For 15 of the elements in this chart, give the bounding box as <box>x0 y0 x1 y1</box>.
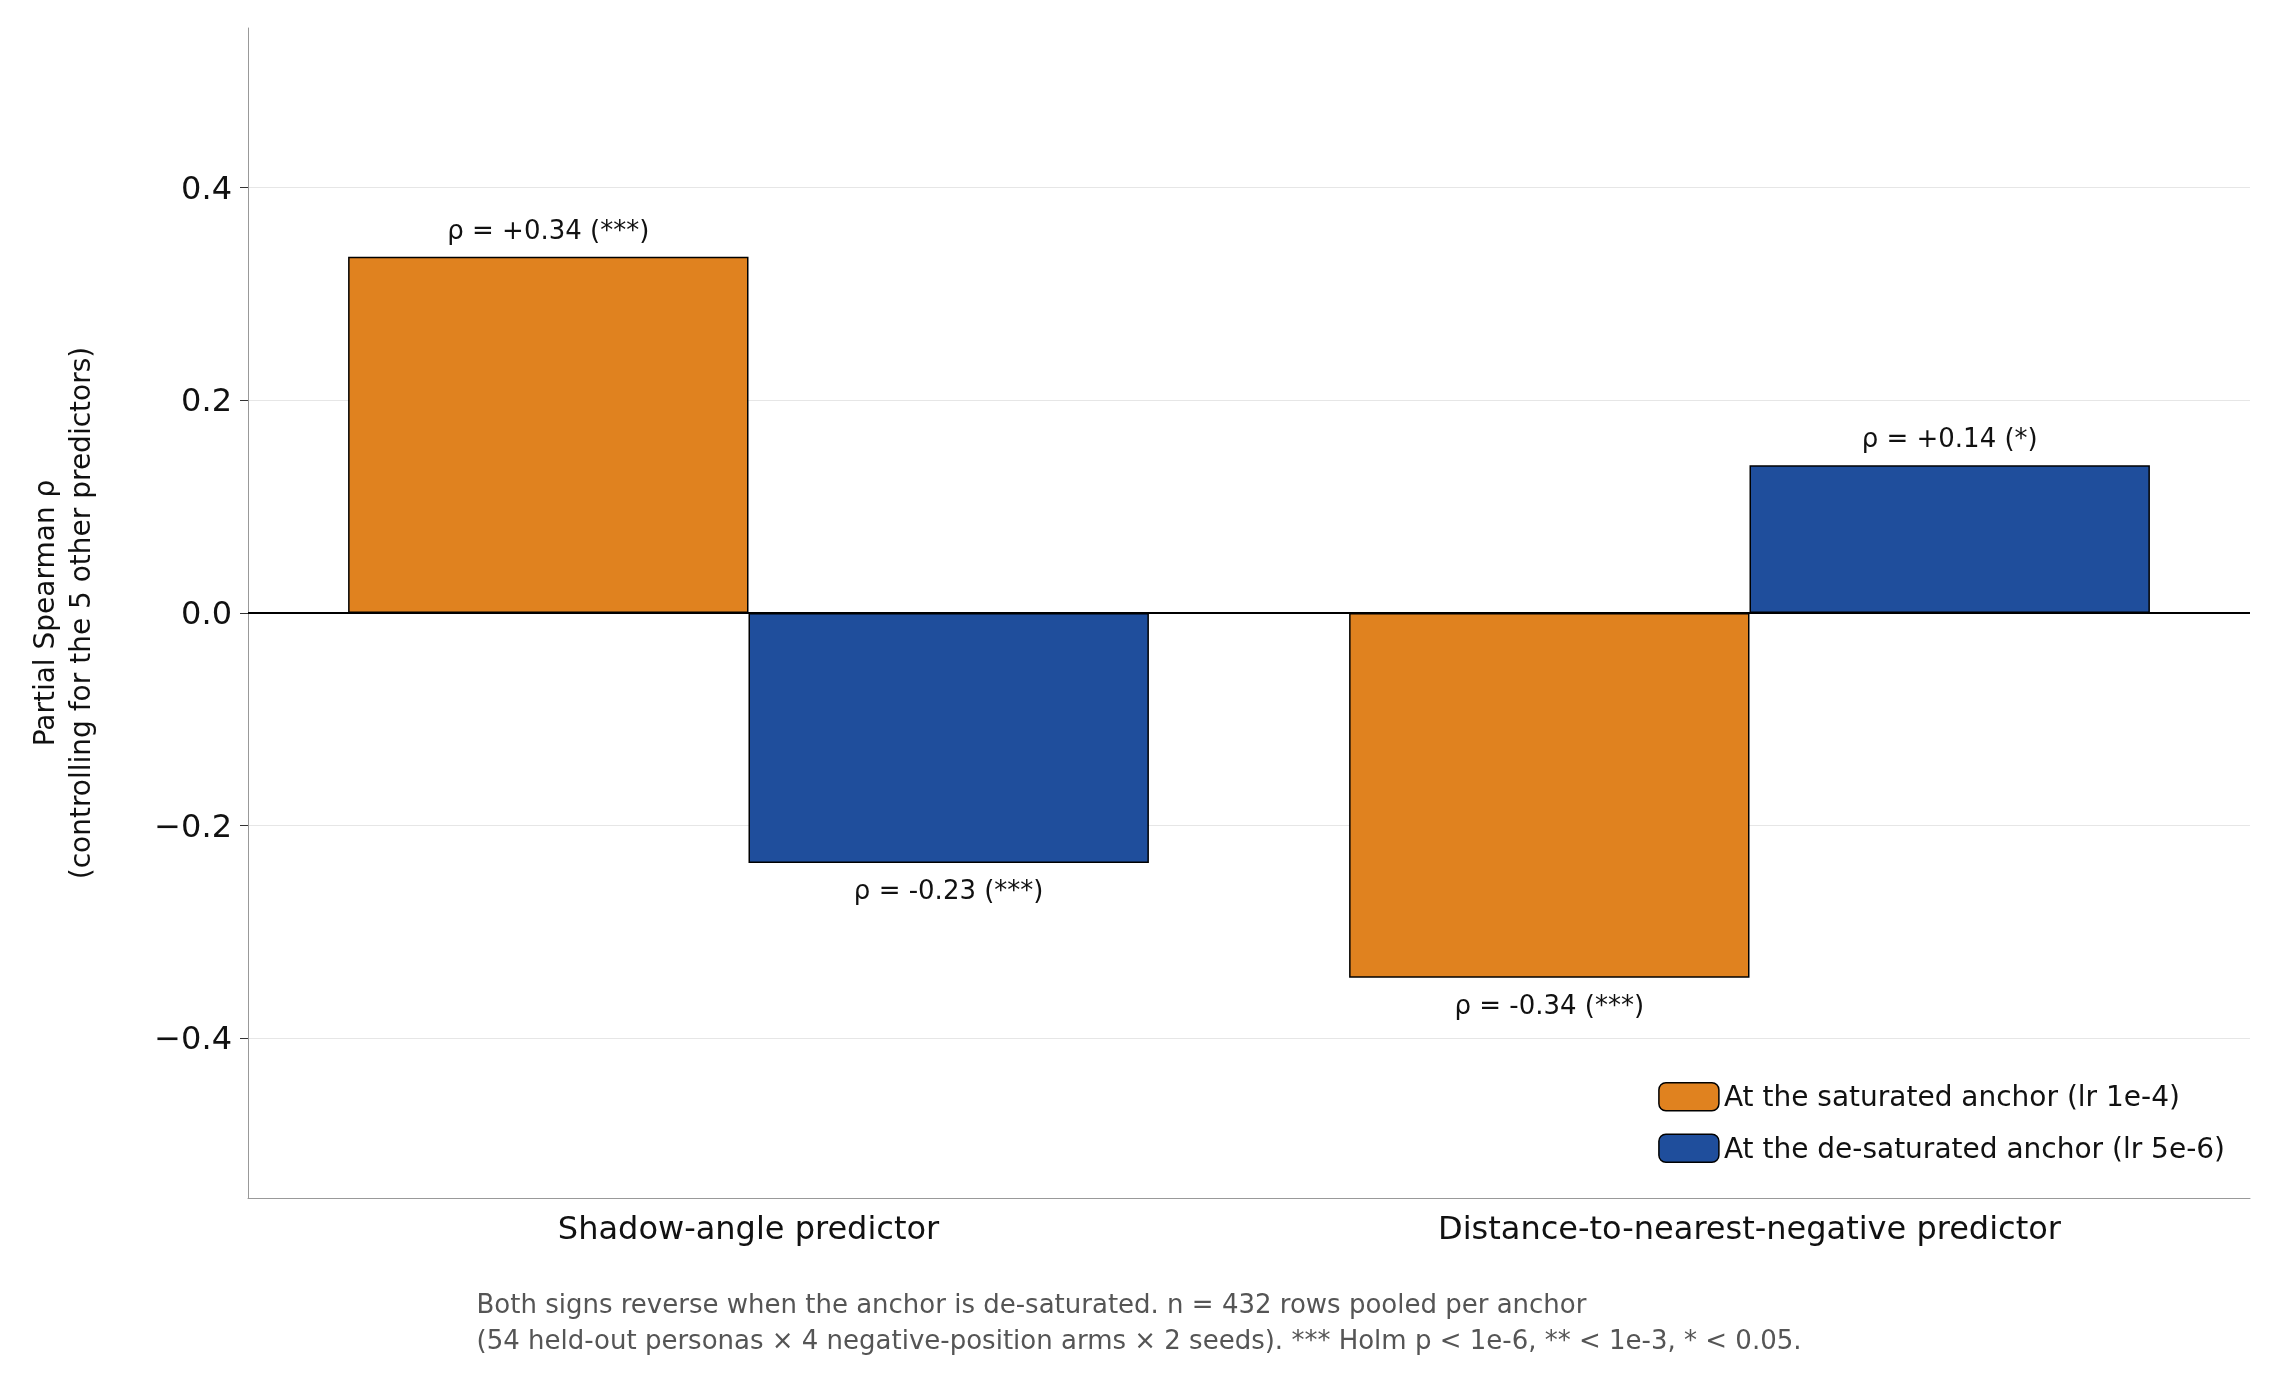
y-tick-label: 0.4 <box>181 168 232 207</box>
data-label: ρ = +0.34 (***) <box>447 214 650 245</box>
data-label: ρ = +0.14 (*) <box>1861 423 2038 454</box>
y-tick-label: 0.2 <box>181 381 232 420</box>
legend-label: At the saturated anchor (lr 1e-4) <box>1723 1080 2180 1114</box>
x-tick-label: Shadow-angle predictor <box>557 1209 940 1247</box>
y-tick-label: 0.0 <box>181 594 232 632</box>
x-tick-label: Distance-to-nearest-negative predictor <box>1438 1209 2062 1247</box>
y-tick-label: −0.2 <box>154 806 232 845</box>
data-label: ρ = -0.34 (***) <box>1454 989 1645 1020</box>
y-tick-label: −0.4 <box>154 1019 232 1058</box>
data-label: ρ = -0.23 (***) <box>853 874 1044 905</box>
legend-label: At the de-saturated anchor (lr 5e-6) <box>1723 1131 2226 1165</box>
text: Both signs reverse when the anchor is de-saturated. n = 432 rows pooled per anchor (54 held-out personas × 4 negative-position arms × 2 seeds). *** Holm p < 1e-6, ** < 1e-3, * < 0.05. <box>476 1289 1802 1355</box>
y-axis-title: Partial Spearman ρ (controlling for the 5 other predictors) <box>27 346 97 880</box>
